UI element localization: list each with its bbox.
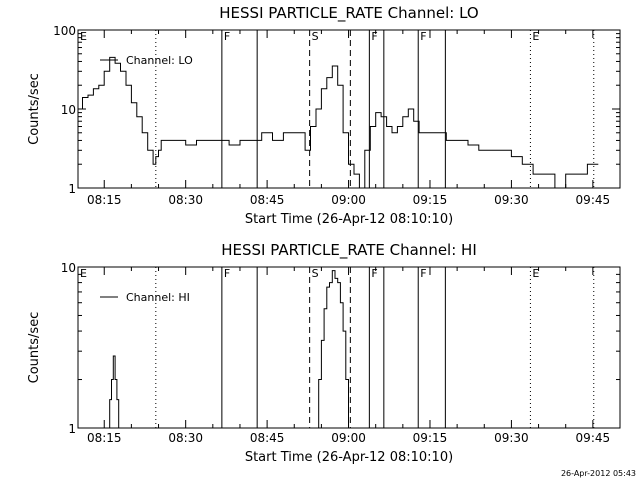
x-tick-label: 09:30: [494, 193, 529, 207]
x-tick-label: 09:00: [331, 431, 366, 445]
x-tick-label: 09:15: [413, 193, 448, 207]
y-tick-label: 10: [61, 261, 76, 275]
x-tick-label: 09:45: [576, 431, 611, 445]
footer-timestamp: 26-Apr-2012 05:43: [561, 469, 636, 478]
legend-label: Channel: LO: [126, 54, 193, 67]
x-tick-label: 09:30: [494, 431, 529, 445]
y-tick-label: 100: [53, 24, 76, 38]
event-marker-label: F: [420, 267, 426, 280]
event-marker-label: F: [371, 30, 377, 43]
y-tick-label: 10: [61, 103, 76, 117]
y-axis-label: Counts/sec: [27, 73, 42, 145]
event-marker-label: E: [532, 267, 539, 280]
series-line: [316, 270, 349, 429]
x-tick-label: 08:45: [250, 193, 285, 207]
x-tick-label: 08:15: [87, 431, 122, 445]
x-tick-label: 08:30: [168, 193, 203, 207]
lo-channel-plot: HESSI PARTICLE_RATE Channel: LO Counts/se…: [27, 4, 621, 227]
x-tick-label: 09:45: [576, 193, 611, 207]
chart-title: HESSI PARTICLE_RATE Channel: HI: [221, 241, 477, 260]
x-tick-label: 09:15: [413, 431, 448, 445]
event-marker-label: S: [312, 30, 319, 43]
chart-title: HESSI PARTICLE_RATE Channel: LO: [219, 4, 478, 23]
x-tick-label: 08:30: [168, 431, 203, 445]
series-line: [78, 56, 599, 189]
hi-channel-plot: HESSI PARTICLE_RATE Channel: HI Counts/se…: [27, 241, 621, 465]
event-marker-label: F: [371, 267, 377, 280]
x-tick-label: 09:00: [331, 193, 366, 207]
event-marker-label: S: [312, 267, 319, 280]
x-tick-label: 08:45: [250, 431, 285, 445]
event-marker-label: F: [224, 30, 230, 43]
series-line: [107, 355, 120, 429]
y-tick-label: 1: [68, 182, 76, 196]
event-marker-label: F: [420, 30, 426, 43]
legend-label: Channel: HI: [126, 291, 190, 304]
y-axis-label: Counts/sec: [27, 312, 42, 384]
x-axis-label: Start Time (26-Apr-12 08:10:10): [245, 450, 453, 465]
event-marker-label: F: [224, 267, 230, 280]
event-marker-label: E: [532, 30, 539, 43]
x-tick-label: 08:15: [87, 193, 122, 207]
event-marker-label: E: [80, 30, 87, 43]
y-tick-label: 1: [68, 422, 76, 436]
event-marker-label: E: [80, 267, 87, 280]
x-axis-label: Start Time (26-Apr-12 08:10:10): [245, 212, 453, 227]
